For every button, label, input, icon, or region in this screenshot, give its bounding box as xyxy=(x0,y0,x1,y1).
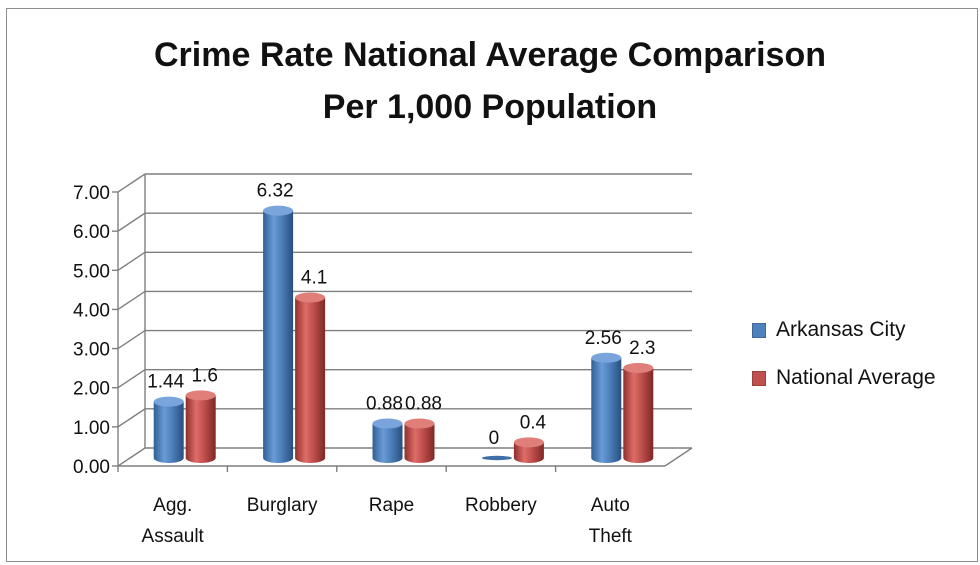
data-label-national-average-agg-assault: 1.6 xyxy=(191,365,217,386)
bar-national-average-burglary xyxy=(295,292,326,463)
data-label-national-average-burglary: 4.1 xyxy=(301,268,327,289)
legend-label-national-average: National Average xyxy=(776,366,936,389)
bar-arkansas-city-auto-theft-top xyxy=(591,352,622,363)
bar-arkansas-city-agg-assault xyxy=(153,396,184,463)
data-label-arkansas-city-agg-assault: 1.44 xyxy=(147,372,184,393)
gridline-diagonal xyxy=(117,369,146,389)
legend-swatch-national-average xyxy=(752,370,766,386)
y-tick-label: 1.00 xyxy=(73,418,110,439)
bar-national-average-robbery xyxy=(513,437,544,463)
bar-national-average-auto-theft-top xyxy=(623,362,654,373)
bar-national-average-robbery-top xyxy=(513,437,544,448)
bar-arkansas-city-auto-theft-body xyxy=(591,357,622,463)
data-label-arkansas-city-burglary: 6.32 xyxy=(257,181,294,202)
chart-title: Crime Rate National Average Comparison xyxy=(154,36,826,74)
bar-arkansas-city-agg-assault-body xyxy=(153,401,184,463)
data-label-national-average-auto-theft: 2.3 xyxy=(629,338,655,359)
gridline-diagonal xyxy=(117,212,146,232)
data-label-national-average-rape: 0.88 xyxy=(405,394,442,415)
bar-national-average-agg-assault-body xyxy=(185,395,216,463)
bar-national-average-robbery-body xyxy=(513,442,544,463)
bar-national-average-rape xyxy=(404,418,435,463)
chart-frame xyxy=(6,8,978,562)
bar-arkansas-city-robbery-top xyxy=(481,455,512,461)
data-label-arkansas-city-rape: 0.88 xyxy=(366,394,403,415)
gridline-diagonal xyxy=(117,173,146,193)
bar-arkansas-city-auto-theft xyxy=(591,352,622,463)
y-tick-label: 4.00 xyxy=(73,300,110,321)
x-tick-label-rape: Rape xyxy=(369,495,414,516)
bar-arkansas-city-rape-top xyxy=(372,418,403,429)
x-tick-label-burglary: Burglary xyxy=(247,495,318,516)
y-tick-label: 0.00 xyxy=(73,457,110,478)
bar-arkansas-city-rape-body xyxy=(372,423,403,463)
legend-label-arkansas-city: Arkansas City xyxy=(776,318,906,341)
bar-national-average-rape-body xyxy=(404,423,435,463)
y-tick-label: 2.00 xyxy=(73,379,110,400)
bar-arkansas-city-burglary xyxy=(263,205,294,463)
chart-subtitle: Per 1,000 Population xyxy=(322,88,658,126)
floor-edge xyxy=(664,447,693,467)
data-label-arkansas-city-robbery: 0 xyxy=(489,428,500,449)
legend: Arkansas City National Average xyxy=(752,318,936,414)
gridline-diagonal xyxy=(117,329,146,350)
bar-national-average-agg-assault xyxy=(185,390,216,463)
legend-swatch-arkansas-city xyxy=(752,322,766,338)
bar-arkansas-city-rape xyxy=(372,418,403,463)
bar-national-average-auto-theft xyxy=(623,362,654,463)
bar-arkansas-city-burglary-body xyxy=(263,210,294,463)
x-tick-label-robbery: Robbery xyxy=(465,495,537,516)
y-tick-label: 5.00 xyxy=(73,261,110,282)
legend-item-national-average: National Average xyxy=(752,366,936,390)
gridline-diagonal xyxy=(117,251,146,271)
x-tick-label-auto-theft: Auto Theft xyxy=(589,495,633,547)
y-tick-label: 6.00 xyxy=(73,222,110,243)
x-tick-label-agg-assault: Agg. Assault xyxy=(142,495,205,547)
bar-arkansas-city-burglary-top xyxy=(263,205,294,216)
bar-national-average-burglary-body xyxy=(295,297,326,463)
bar-arkansas-city-robbery xyxy=(481,455,512,461)
gridline-diagonal xyxy=(117,408,146,428)
legend-item-arkansas-city: Arkansas City xyxy=(752,318,936,342)
gridline-diagonal xyxy=(117,447,146,467)
data-label-national-average-robbery: 0.4 xyxy=(520,412,547,433)
bar-national-average-agg-assault-top xyxy=(185,390,216,401)
bar-national-average-auto-theft-body xyxy=(623,367,654,463)
data-label-arkansas-city-auto-theft: 2.56 xyxy=(585,328,622,349)
bar-national-average-rape-top xyxy=(404,418,435,429)
y-tick-label: 3.00 xyxy=(73,340,110,361)
bar-national-average-burglary-top xyxy=(295,292,326,303)
gridline-diagonal xyxy=(117,290,146,311)
bar-arkansas-city-agg-assault-top xyxy=(153,396,184,407)
y-tick-label: 7.00 xyxy=(73,183,110,204)
